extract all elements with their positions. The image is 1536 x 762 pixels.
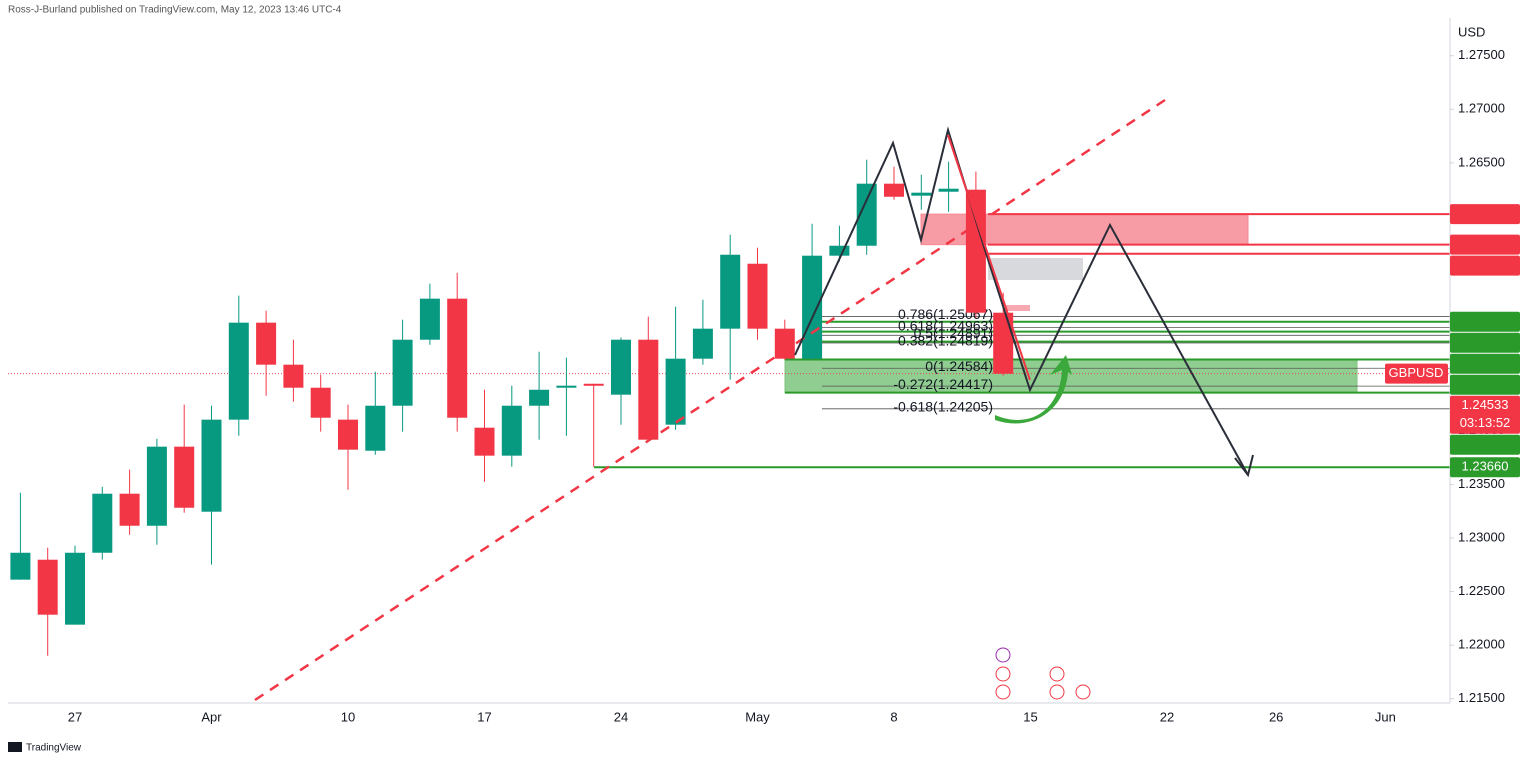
candle-body (692, 328, 713, 359)
symbol-tag (1385, 363, 1448, 384)
fib-label: -0.618(1.24205) (893, 399, 993, 415)
candle-body (447, 298, 468, 418)
price-tag-label: 1.24533 (1462, 397, 1509, 412)
candle-body (529, 389, 550, 406)
arrow-head (1234, 454, 1254, 478)
x-tick-label: 8 (890, 709, 897, 724)
y-tick-label: 1.23000 (1458, 529, 1505, 544)
y-tick-label: 1.23500 (1458, 476, 1505, 491)
price-tag (1450, 332, 1520, 353)
x-tick-label: Apr (201, 709, 222, 724)
candle-body (256, 322, 277, 365)
x-tick-label: 22 (1160, 709, 1174, 724)
candle-body (338, 419, 358, 450)
candle-body (501, 405, 522, 456)
candle-body (419, 298, 440, 340)
publisher-info: Ross-J-Burland published on TradingView.… (8, 5, 342, 16)
candle-body (283, 364, 304, 388)
price-tag (1450, 457, 1520, 478)
x-tick-label: 27 (68, 709, 82, 724)
candle-body (911, 192, 932, 196)
countdown-label: 03:13:52 (1460, 415, 1511, 430)
candle-body (92, 493, 113, 553)
candle-body (556, 385, 577, 388)
candle-body (228, 322, 249, 420)
x-tick-label: 26 (1269, 709, 1283, 724)
candle-body (10, 552, 31, 580)
candle-body (802, 255, 823, 359)
candle-body (829, 245, 850, 256)
price-tag (1450, 234, 1520, 255)
candle-body (611, 339, 631, 395)
candle-body (583, 383, 604, 386)
candle-body (938, 188, 959, 192)
fib-label: 0.5(1.24891) (914, 325, 993, 341)
x-tick-label: May (745, 709, 770, 724)
x-tick-label: 17 (477, 709, 491, 724)
candle-body (201, 419, 222, 512)
price-tag (1450, 353, 1520, 374)
candle-body (174, 446, 195, 508)
price-tag (1450, 255, 1520, 276)
candle-body (365, 405, 386, 451)
curved-arrow (995, 355, 1072, 424)
currency: USD (1458, 24, 1485, 39)
candle-body (37, 559, 58, 615)
y-tick-label: 1.27500 (1458, 47, 1505, 62)
candle-body (665, 358, 686, 425)
fib-label: 0.382(1.24819) (898, 333, 993, 349)
candle-body (720, 254, 741, 329)
y-tick-label: 1.27000 (1458, 101, 1505, 116)
fib-label: 0(1.24584) (925, 358, 993, 374)
x-tick-label: 15 (1023, 709, 1037, 724)
fib-label: -0.272(1.24417) (893, 376, 993, 392)
candle-body (747, 263, 768, 329)
zone (784, 359, 1358, 394)
candle-body (474, 427, 495, 456)
candle-body (774, 328, 795, 359)
symbol-label: GBPUSD (1389, 365, 1444, 380)
logo-icon (8, 742, 22, 752)
price-tag (1450, 395, 1520, 434)
x-tick-label: 10 (341, 709, 355, 724)
candle-body (392, 339, 413, 406)
x-tick-label: Jun (1375, 709, 1396, 724)
y-tick-label: 1.26500 (1458, 154, 1505, 169)
candle-body (146, 446, 167, 526)
candle-body (965, 189, 986, 313)
red-path (947, 134, 1031, 381)
fib-label: 0.618(1.24963) (898, 317, 993, 333)
candle-body (993, 312, 1014, 374)
price-tag (1450, 374, 1520, 395)
price-tag (1450, 204, 1520, 225)
candle-body (310, 387, 331, 418)
candle-body (884, 183, 904, 197)
candle-body (65, 552, 85, 625)
x-tick-label: 24 (614, 709, 628, 724)
logo-text: TradingView (26, 743, 82, 754)
price-tag (1450, 311, 1520, 332)
trend-line (254, 98, 1166, 702)
candle-body (638, 339, 659, 440)
candle-body (119, 493, 140, 526)
event-icons (995, 647, 1091, 700)
y-tick-label: 1.22000 (1458, 637, 1505, 652)
price-tag-label: 1.23660 (1462, 459, 1509, 474)
candle-body (856, 183, 877, 246)
pink-zone (1005, 305, 1030, 311)
price-tag (1450, 434, 1520, 455)
y-tick-label: 1.21500 (1458, 690, 1505, 705)
gray-zone (988, 258, 1083, 280)
y-tick-label: 1.22500 (1458, 583, 1505, 598)
